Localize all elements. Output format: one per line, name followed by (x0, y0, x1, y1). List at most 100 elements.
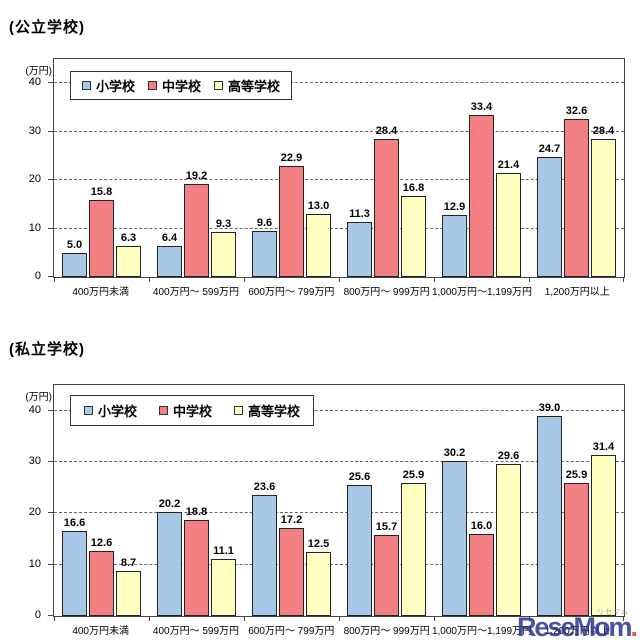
bar-value-label: 24.7 (538, 143, 561, 156)
bar-with-label: 15.7 (374, 521, 399, 616)
x-axis-tick (244, 617, 245, 621)
bar-with-label: 33.4 (469, 101, 494, 277)
legend-item: 中学校 (159, 401, 212, 420)
public-school-chart: (公立学校) (万円) 0 10 20 30 40 小学校 中学校 高等学校 5.0 15.8… (0, 0, 640, 300)
bar (469, 533, 494, 616)
bar-value-label: 22.9 (280, 152, 303, 165)
bar-value-label: 8.7 (120, 557, 137, 570)
bar-with-label: 22.9 (279, 152, 304, 277)
bar-with-label: 39.0 (537, 402, 562, 616)
bar-with-label: 21.4 (496, 159, 521, 277)
y-axis-tick (48, 82, 54, 84)
y-axis-tick (48, 563, 54, 565)
bar-value-label: 12.9 (443, 200, 466, 213)
legend-label: 高等学校 (248, 404, 301, 419)
bar (211, 559, 236, 616)
bar-group: 25.6 15.7 25.9 (339, 385, 434, 616)
legend-label: 高等学校 (228, 79, 281, 94)
x-axis-category: 400万円～ 599万円 (148, 283, 243, 298)
y-axis-tick (48, 512, 54, 514)
chart-title: (私立学校) (9, 341, 85, 358)
x-axis-tick (529, 617, 530, 621)
bar-with-label: 17.2 (279, 514, 304, 616)
legend-swatch (148, 81, 158, 90)
bar (211, 231, 236, 277)
bar-group: 12.9 33.4 21.4 (434, 59, 529, 277)
bar-with-label: 30.2 (442, 447, 467, 616)
gridline (54, 227, 624, 229)
bar (496, 173, 521, 277)
legend-swatch (234, 406, 244, 415)
bar-with-label: 23.6 (252, 481, 277, 616)
bar-with-label: 9.6 (252, 217, 277, 277)
bar-with-label: 18.8 (184, 505, 209, 616)
bar (184, 519, 209, 616)
bar-group: 6.4 19.2 9.3 (149, 59, 244, 277)
x-axis-category-label: 1,000万円～1,199万円 (431, 626, 533, 637)
bar (469, 115, 494, 277)
bar (442, 214, 467, 277)
bar (116, 246, 141, 277)
bar-value-label: 28.4 (592, 125, 615, 138)
bar-with-label: 31.4 (591, 441, 616, 616)
bar-value-label: 16.8 (402, 181, 425, 194)
y-axis-tick-label: 30 (28, 124, 41, 137)
bar-value-label: 5.0 (66, 238, 83, 251)
gridline (54, 179, 624, 181)
bar (279, 527, 304, 616)
bar (347, 484, 372, 616)
bar (401, 195, 426, 277)
x-axis-tick (434, 278, 435, 282)
y-axis-tick-label: 0 (34, 609, 41, 621)
x-axis: 400万円未満 400万円～ 599万円 600万円～ 799万円 800万円～ 99… (53, 283, 625, 298)
y-axis-tick-label: 20 (28, 173, 41, 186)
private-school-chart: (私立学校) (万円) 0 10 20 30 40 小学校 中学校 高等学校 16.6 12.… (0, 330, 640, 643)
legend-label: 小学校 (98, 404, 138, 419)
x-axis-tick (623, 617, 624, 621)
bar-value-label: 15.8 (90, 186, 113, 199)
y-axis-tick-label: 30 (28, 455, 41, 467)
bar-value-label: 39.0 (538, 401, 561, 414)
bar (252, 230, 277, 277)
bar-value-label: 6.4 (161, 232, 178, 244)
bar-value-label: 30.2 (443, 446, 466, 459)
legend-label: 中学校 (162, 79, 202, 94)
plot-area: 小学校 中学校 高等学校 16.6 12.6 8.7 20.2 18.8 11.1 23.6 17… (48, 384, 625, 621)
bar-with-label: 28.4 (591, 125, 616, 277)
bar (564, 119, 589, 277)
y-axis-tick (48, 179, 54, 181)
bar-value-label: 23.6 (253, 480, 276, 493)
bar-with-label: 6.4 (157, 232, 182, 277)
x-axis-category-label: 1,200万円以上 (544, 287, 610, 298)
gridline (54, 563, 624, 565)
bar-value-label: 16.0 (470, 519, 493, 532)
bar-with-label: 12.5 (306, 538, 331, 616)
bar-with-label: 12.9 (442, 201, 467, 277)
bar-with-label: 29.6 (496, 450, 521, 616)
bar-value-label: 18.8 (185, 505, 208, 518)
y-axis-tick (48, 461, 54, 462)
bar (252, 494, 277, 616)
legend: 小学校 中学校 高等学校 (70, 395, 315, 426)
y-axis-unit-label: (万円) (25, 66, 52, 77)
x-axis-tick (54, 278, 55, 282)
bar-value-label: 29.6 (497, 450, 520, 463)
chart-title: (公立学校) (9, 19, 85, 36)
x-axis-tick (529, 278, 530, 282)
x-axis-category: 1,200万円以上 (530, 283, 625, 298)
x-axis-category: 800万円～ 999万円 (339, 283, 434, 298)
bar-with-label: 16.6 (62, 517, 87, 616)
bar-with-label: 13.0 (306, 200, 331, 277)
bar-with-label: 16.8 (401, 182, 426, 277)
gridline (54, 409, 624, 411)
bar-value-label: 20.2 (158, 498, 181, 511)
bar-value-label: 13.0 (307, 200, 330, 213)
bar-group: 20.2 18.8 11.1 (149, 385, 244, 616)
y-axis-tick (48, 276, 54, 277)
bar (89, 200, 114, 277)
bar-value-label: 25.9 (402, 469, 425, 482)
x-axis: 400万円未満 400万円～ 599万円 600万円～ 799万円 800万円～ 99… (53, 622, 625, 637)
y-axis-tick (48, 227, 54, 229)
y-axis-tick-label: 10 (28, 557, 41, 570)
x-axis-category: 1,200万円以上 (530, 622, 625, 637)
